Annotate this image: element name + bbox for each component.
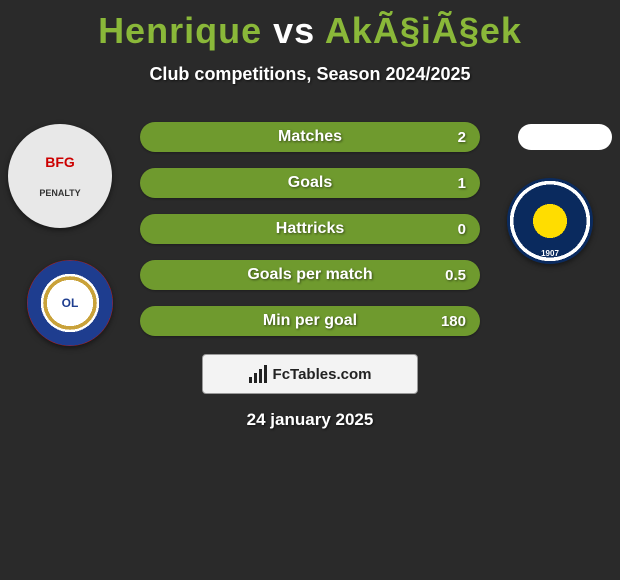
title-vs: vs [262,10,325,51]
attribution: FcTables.com [202,354,418,394]
avatar-text-line1: BFG [45,154,75,170]
stat-right-value: 180 [441,313,466,330]
subtitle: Club competitions, Season 2024/2025 [0,64,620,85]
page-title: Henrique vs AkÃ§iÃ§ek [0,0,620,52]
stat-label: Goals per match [247,266,372,284]
ol-badge-icon [27,260,113,346]
stats-container: Matches 2 Goals 1 Hattricks 0 Goals per … [140,122,480,352]
avatar-text-line2: PENALTY [39,188,80,198]
player2-avatar [518,124,612,150]
stat-row: Min per goal 180 [140,306,480,336]
player2-club-badge [500,178,600,264]
stat-row: Goals 1 [140,168,480,198]
date: 24 january 2025 [247,410,374,430]
bar-chart-icon [249,365,267,383]
stat-row: Hattricks 0 [140,214,480,244]
title-player1: Henrique [98,10,262,51]
stat-label: Goals [288,174,332,192]
stat-right-value: 0 [458,221,466,238]
comparison-card: Henrique vs AkÃ§iÃ§ek Club competitions,… [0,0,620,580]
player1-club-badge [20,260,120,346]
title-player2: AkÃ§iÃ§ek [325,10,522,51]
stat-right-value: 1 [458,175,466,192]
fenerbahce-badge-icon [507,178,593,264]
stat-label: Min per goal [263,312,357,330]
stat-row: Goals per match 0.5 [140,260,480,290]
player1-avatar-placeholder: BFG PENALTY [8,124,112,228]
stat-row: Matches 2 [140,122,480,152]
stat-label: Matches [278,128,342,146]
stat-right-value: 0.5 [445,267,466,284]
stat-right-value: 2 [458,129,466,146]
attribution-text: FcTables.com [273,366,372,383]
player1-avatar: BFG PENALTY [8,124,112,228]
stat-label: Hattricks [276,220,344,238]
